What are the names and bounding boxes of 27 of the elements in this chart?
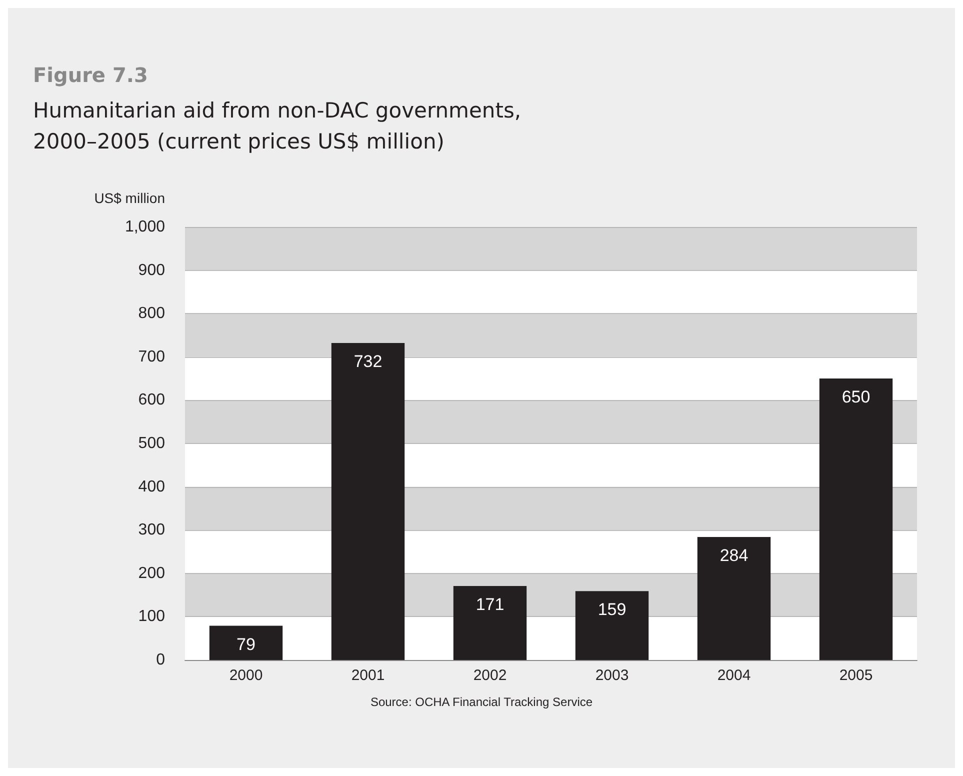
y-tick-label: 1,000	[124, 218, 166, 236]
y-axis-title: US$ million	[94, 190, 165, 206]
y-tick-label: 300	[138, 522, 166, 539]
x-tick-label: 2005	[839, 667, 873, 684]
data-label: 732	[354, 352, 382, 372]
data-label: 79	[236, 634, 256, 654]
y-tick-label: 700	[138, 348, 166, 366]
y-tick-label: 0	[156, 652, 166, 668]
chart-title: Figure 7.3	[33, 63, 148, 87]
data-label: 171	[476, 594, 504, 614]
y-tick-label: 600	[138, 392, 166, 409]
y-tick-label: 900	[138, 262, 166, 279]
source-note: Source: OCHA Financial Tracking Service	[370, 695, 593, 709]
data-label: 159	[598, 600, 626, 620]
y-tick-label: 800	[138, 305, 166, 322]
y-tick-label: 100	[138, 608, 166, 626]
y-tick-label: 400	[138, 478, 166, 496]
y-tick-label: 500	[138, 435, 166, 452]
x-tick-label: 2002	[473, 667, 507, 684]
data-label: 650	[842, 388, 870, 407]
x-tick-label: 2004	[717, 667, 751, 684]
data-label: 284	[720, 546, 748, 566]
y-tick-label: 200	[138, 564, 166, 582]
chart-subtitle: Humanitarian aid from non-DAC governments, 2000–2005 (current prices US$ million)	[33, 98, 528, 154]
x-tick-label: 2001	[351, 667, 385, 684]
x-tick-label: 2003	[595, 667, 629, 684]
x-tick-label: 2000	[229, 667, 263, 684]
